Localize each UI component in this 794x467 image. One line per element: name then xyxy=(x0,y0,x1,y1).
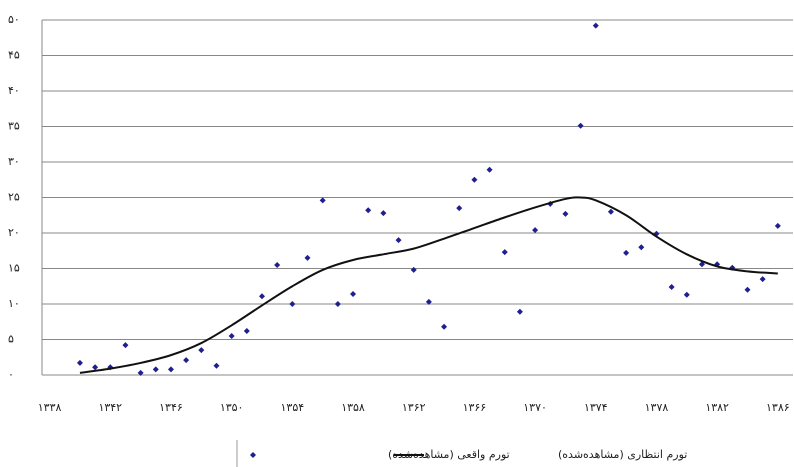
x-tick-label: ۱۳۷۰ xyxy=(523,401,547,414)
data-point xyxy=(395,237,402,244)
data-point xyxy=(501,249,508,256)
data-point xyxy=(425,298,432,305)
data-point xyxy=(289,301,296,307)
data-point xyxy=(350,291,357,298)
data-point xyxy=(334,301,341,307)
y-tick-label: ۱۰ xyxy=(8,297,20,310)
data-point xyxy=(76,359,83,366)
data-point xyxy=(213,362,220,369)
x-tick-label: ۱۳۶۲ xyxy=(402,401,426,414)
x-tick-label: ۱۳۶۶ xyxy=(463,401,487,414)
data-point xyxy=(683,291,690,298)
legend-label: تورم واقعی (مشاهده‌شده) xyxy=(388,448,510,461)
data-point xyxy=(410,266,417,273)
x-tick-label: ۱۳۷۸ xyxy=(645,401,669,414)
data-point xyxy=(577,122,584,129)
x-tick-label: ۱۳۸۲ xyxy=(705,401,729,414)
data-point xyxy=(668,283,675,290)
y-tick-label: ۴۰ xyxy=(8,84,20,97)
x-tick-label: ۱۳۵۴ xyxy=(281,401,305,414)
data-point xyxy=(456,205,463,212)
y-tick-label: ۱۵ xyxy=(8,262,20,275)
data-point xyxy=(744,286,751,293)
data-point xyxy=(274,261,281,268)
y-tick-label: ۰ xyxy=(8,368,14,381)
data-point xyxy=(228,332,235,339)
data-point xyxy=(243,327,250,334)
data-point xyxy=(532,227,539,234)
data-point xyxy=(92,364,99,371)
data-point xyxy=(562,210,569,217)
data-point xyxy=(365,207,372,214)
data-point xyxy=(198,347,205,354)
data-point xyxy=(258,293,265,300)
data-point xyxy=(380,210,387,217)
data-point xyxy=(486,166,493,173)
data-point xyxy=(774,222,781,229)
x-tick-label: ۱۳۴۲ xyxy=(98,401,122,414)
data-point xyxy=(607,208,614,215)
y-tick-label: ۴۵ xyxy=(8,49,20,62)
data-point xyxy=(122,342,129,349)
y-tick-label: ۲۵ xyxy=(8,191,20,204)
y-tick-label: ۲۰ xyxy=(8,226,20,239)
x-tick-label: ۱۳۵۸ xyxy=(341,401,365,414)
x-tick-label: ۱۳۴۶ xyxy=(159,401,183,414)
y-tick-label: ۵ xyxy=(8,333,14,346)
data-point xyxy=(183,357,190,364)
y-tick-label: ۳۵ xyxy=(8,120,20,133)
data-point xyxy=(441,323,448,330)
y-tick-label: ۵۰ xyxy=(8,13,20,26)
data-point xyxy=(759,276,766,283)
y-tick-label: ۳۰ xyxy=(8,155,20,168)
x-tick-label: ۱۳۷۴ xyxy=(584,401,608,414)
legend-marker xyxy=(250,452,256,458)
x-tick-label: ۱۳۵۰ xyxy=(220,401,244,414)
trend-line xyxy=(79,196,778,374)
data-point xyxy=(167,366,174,373)
data-point xyxy=(152,366,159,373)
data-point xyxy=(319,197,326,204)
data-point xyxy=(137,369,144,376)
x-tick-label: ۱۳۸۶ xyxy=(766,401,790,414)
legend-label: تورم انتظاری (مشاهده‌شده) xyxy=(558,448,687,461)
data-point xyxy=(638,244,645,251)
data-point xyxy=(592,22,599,29)
data-point xyxy=(304,254,311,261)
data-point xyxy=(623,249,630,256)
data-point xyxy=(471,176,478,183)
x-tick-label: ۱۳۳۸ xyxy=(38,401,62,414)
data-point xyxy=(516,308,523,315)
